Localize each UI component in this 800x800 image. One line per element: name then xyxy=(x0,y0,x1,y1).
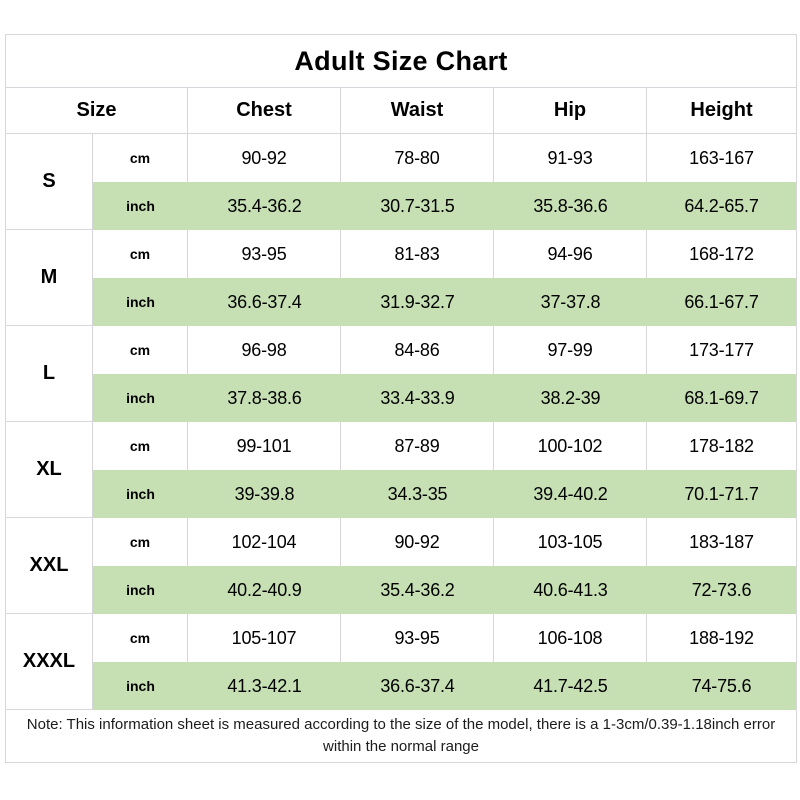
unit-label-cm: cm xyxy=(93,326,188,374)
xxxl-waist-cm: 93-95 xyxy=(341,614,494,662)
row-xl-inch: inch 39-39.8 34.3-35 39.4-40.2 70.1-71.7 xyxy=(6,470,797,518)
s-height-inch: 64.2-65.7 xyxy=(647,182,797,230)
xxl-chest-cm: 102-104 xyxy=(188,518,341,566)
row-xxxl-inch: inch 41.3-42.1 36.6-37.4 41.7-42.5 74-75… xyxy=(6,662,797,710)
size-chart-table: Adult Size Chart Size Chest Waist Hip He… xyxy=(5,34,798,763)
row-xxl-cm: XXL cm 102-104 90-92 103-105 183-187 xyxy=(6,518,797,614)
note-text: Note: This information sheet is measured… xyxy=(6,710,797,762)
xxl-hip-cm: 103-105 xyxy=(494,518,647,566)
size-label-m: M xyxy=(6,230,93,326)
column-header-chest: Chest xyxy=(188,88,341,134)
xxxl-waist-inch: 36.6-37.4 xyxy=(341,662,494,710)
xl-hip-inch: 39.4-40.2 xyxy=(494,470,647,518)
s-height-cm: 163-167 xyxy=(647,134,797,182)
m-waist-cm: 81-83 xyxy=(341,230,494,278)
xl-hip-cm: 100-102 xyxy=(494,422,647,470)
title-row: Adult Size Chart xyxy=(6,35,797,88)
row-xxxl-cm: XXXL cm 105-107 93-95 106-108 188-192 xyxy=(6,614,797,710)
m-hip-inch: 37-37.8 xyxy=(494,278,647,326)
size-label-xxxl: XXXL xyxy=(6,614,93,710)
unit-label-cm: cm xyxy=(93,422,188,470)
xxxl-hip-cm: 106-108 xyxy=(494,614,647,662)
row-s-inch: inch 35.4-36.2 30.7-31.5 35.8-36.6 64.2-… xyxy=(6,182,797,230)
size-label-s: S xyxy=(6,134,93,230)
s-chest-inch: 35.4-36.2 xyxy=(188,182,341,230)
s-waist-inch: 30.7-31.5 xyxy=(341,182,494,230)
l-height-inch: 68.1-69.7 xyxy=(647,374,797,422)
l-hip-cm: 97-99 xyxy=(494,326,647,374)
xxl-hip-inch: 40.6-41.3 xyxy=(494,566,647,614)
xxxl-chest-inch: 41.3-42.1 xyxy=(188,662,341,710)
xxxl-chest-cm: 105-107 xyxy=(188,614,341,662)
l-height-cm: 173-177 xyxy=(647,326,797,374)
unit-label-inch: inch xyxy=(93,470,188,518)
xl-chest-cm: 99-101 xyxy=(188,422,341,470)
unit-label-cm: cm xyxy=(93,614,188,662)
m-height-cm: 168-172 xyxy=(647,230,797,278)
column-header-hip: Hip xyxy=(494,88,647,134)
m-height-inch: 66.1-67.7 xyxy=(647,278,797,326)
unit-label-inch: inch xyxy=(93,662,188,710)
column-header-size: Size xyxy=(6,88,188,134)
chart-title: Adult Size Chart xyxy=(6,35,797,88)
note-row: Note: This information sheet is measured… xyxy=(6,710,797,762)
m-hip-cm: 94-96 xyxy=(494,230,647,278)
xl-chest-inch: 39-39.8 xyxy=(188,470,341,518)
s-waist-cm: 78-80 xyxy=(341,134,494,182)
l-chest-cm: 96-98 xyxy=(188,326,341,374)
xxxl-height-inch: 74-75.6 xyxy=(647,662,797,710)
xxxl-hip-inch: 41.7-42.5 xyxy=(494,662,647,710)
xxl-height-inch: 72-73.6 xyxy=(647,566,797,614)
s-hip-cm: 91-93 xyxy=(494,134,647,182)
size-label-l: L xyxy=(6,326,93,422)
unit-label-cm: cm xyxy=(93,230,188,278)
xl-height-inch: 70.1-71.7 xyxy=(647,470,797,518)
s-hip-inch: 35.8-36.6 xyxy=(494,182,647,230)
xxl-height-cm: 183-187 xyxy=(647,518,797,566)
row-xl-cm: XL cm 99-101 87-89 100-102 178-182 xyxy=(6,422,797,518)
unit-label-inch: inch xyxy=(93,278,188,326)
row-l-inch: inch 37.8-38.6 33.4-33.9 38.2-39 68.1-69… xyxy=(6,374,797,422)
unit-label-inch: inch xyxy=(93,566,188,614)
s-chest-cm: 90-92 xyxy=(188,134,341,182)
xxxl-height-cm: 188-192 xyxy=(647,614,797,662)
unit-label-cm: cm xyxy=(93,518,188,566)
row-xxl-inch: inch 40.2-40.9 35.4-36.2 40.6-41.3 72-73… xyxy=(6,566,797,614)
xl-waist-cm: 87-89 xyxy=(341,422,494,470)
xl-height-cm: 178-182 xyxy=(647,422,797,470)
size-label-xxl: XXL xyxy=(6,518,93,614)
l-waist-cm: 84-86 xyxy=(341,326,494,374)
row-s-cm: S cm 90-92 78-80 91-93 163-167 xyxy=(6,134,797,230)
row-m-cm: M cm 93-95 81-83 94-96 168-172 xyxy=(6,230,797,326)
m-waist-inch: 31.9-32.7 xyxy=(341,278,494,326)
unit-label-inch: inch xyxy=(93,374,188,422)
m-chest-cm: 93-95 xyxy=(188,230,341,278)
xxl-waist-inch: 35.4-36.2 xyxy=(341,566,494,614)
column-header-waist: Waist xyxy=(341,88,494,134)
l-chest-inch: 37.8-38.6 xyxy=(188,374,341,422)
unit-label-inch: inch xyxy=(93,182,188,230)
xxl-chest-inch: 40.2-40.9 xyxy=(188,566,341,614)
xl-waist-inch: 34.3-35 xyxy=(341,470,494,518)
unit-label-cm: cm xyxy=(93,134,188,182)
row-m-inch: inch 36.6-37.4 31.9-32.7 37-37.8 66.1-67… xyxy=(6,278,797,326)
xxl-waist-cm: 90-92 xyxy=(341,518,494,566)
column-header-height: Height xyxy=(647,88,797,134)
size-label-xl: XL xyxy=(6,422,93,518)
l-hip-inch: 38.2-39 xyxy=(494,374,647,422)
row-l-cm: L cm 96-98 84-86 97-99 173-177 xyxy=(6,326,797,422)
header-row: Size Chest Waist Hip Height xyxy=(6,88,797,134)
l-waist-inch: 33.4-33.9 xyxy=(341,374,494,422)
m-chest-inch: 36.6-37.4 xyxy=(188,278,341,326)
